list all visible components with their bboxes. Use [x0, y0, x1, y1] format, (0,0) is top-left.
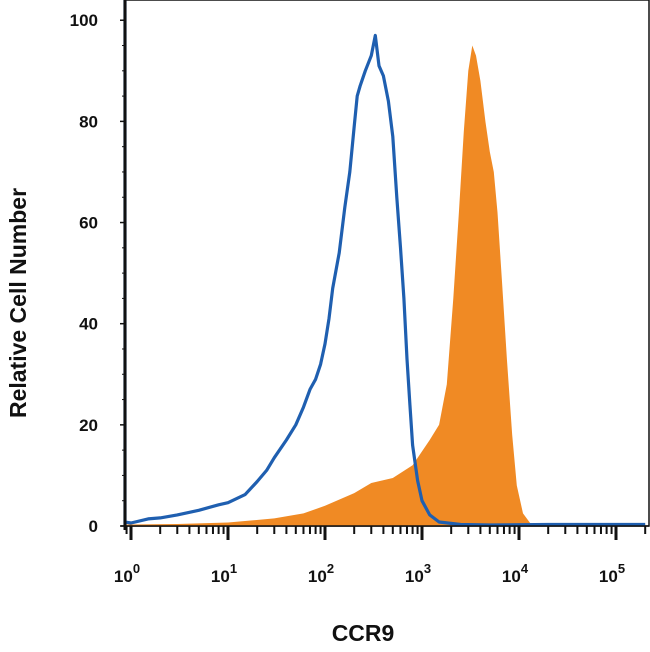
y-axis-title: Relative Cell Number: [5, 188, 31, 418]
plot-area: [121, 0, 650, 530]
x-tick-label: 100: [114, 561, 140, 586]
y-tick-label: 20: [79, 416, 98, 435]
x-tick-label: 101: [211, 561, 237, 586]
x-tick-label: 105: [599, 561, 625, 586]
x-tick-label: 103: [405, 561, 431, 586]
y-tick-label: 40: [79, 315, 98, 334]
x-tick-label: 102: [308, 561, 334, 586]
y-tick-label: 80: [79, 112, 98, 131]
x-tick-label: 104: [502, 561, 529, 586]
x-axis: 100 101 102 103 104 105: [114, 526, 647, 586]
series-line-histogram: [123, 0, 646, 528]
plot-frame: [124, 0, 650, 527]
y-axis: 0 20 40 60 80 100: [70, 11, 125, 536]
series-layer: [123, 0, 646, 528]
y-tick-label: 0: [89, 517, 98, 536]
y-tick-label: 60: [79, 214, 98, 233]
y-tick-label: 100: [70, 11, 98, 30]
x-axis-title: CCR9: [332, 620, 395, 646]
